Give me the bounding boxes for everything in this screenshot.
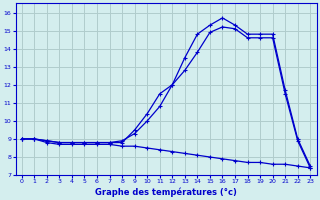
X-axis label: Graphe des températures (°c): Graphe des températures (°c) (95, 187, 237, 197)
